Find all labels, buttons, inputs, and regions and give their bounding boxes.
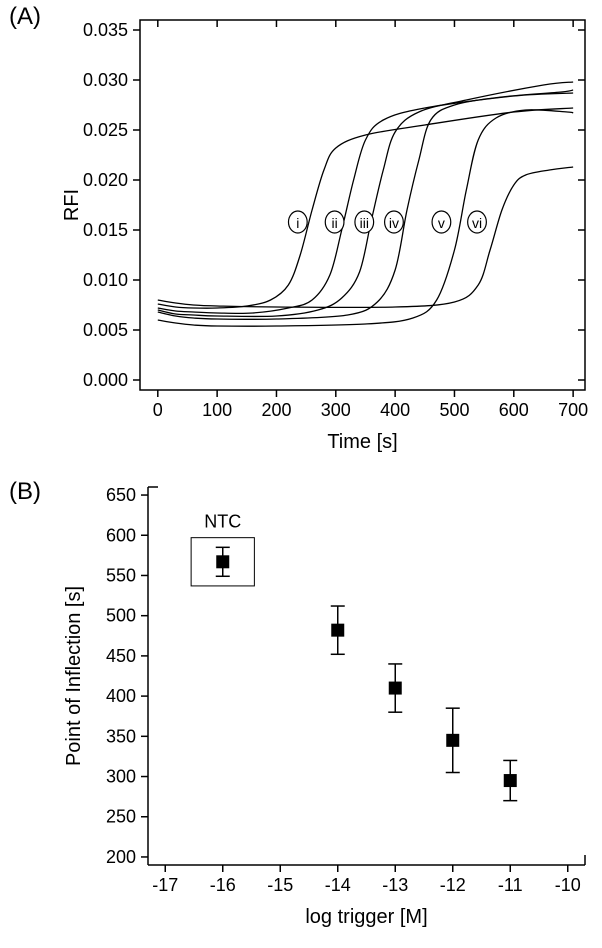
svg-text:-12: -12 bbox=[440, 875, 466, 895]
svg-text:-13: -13 bbox=[382, 875, 408, 895]
svg-text:iii: iii bbox=[360, 215, 369, 231]
chart-a: 0 100 200 300 400 500 600 700 0.000 0.005 0.010 0.0… bbox=[60, 0, 600, 470]
svg-text:200: 200 bbox=[106, 847, 136, 867]
svg-text:200: 200 bbox=[261, 400, 291, 420]
svg-text:Time [s]: Time [s] bbox=[327, 431, 397, 453]
svg-text:0.010: 0.010 bbox=[83, 270, 128, 290]
svg-text:350: 350 bbox=[106, 726, 136, 746]
svg-text:400: 400 bbox=[380, 400, 410, 420]
svg-text:-14: -14 bbox=[325, 875, 351, 895]
svg-text:0: 0 bbox=[153, 400, 163, 420]
svg-text:300: 300 bbox=[106, 767, 136, 787]
svg-text:log trigger [M]: log trigger [M] bbox=[305, 906, 427, 928]
svg-text:650: 650 bbox=[106, 485, 136, 505]
svg-text:0.015: 0.015 bbox=[83, 220, 128, 240]
panel-b: -17 -16 -15 -14 -13 -12 -11 -10 200 250 300 350 400 4… bbox=[60, 475, 600, 945]
panel-a: 0 100 200 300 400 500 600 700 0.000 0.005 0.010 0.0… bbox=[60, 0, 600, 470]
svg-text:-17: -17 bbox=[152, 875, 178, 895]
svg-text:550: 550 bbox=[106, 565, 136, 585]
svg-text:-16: -16 bbox=[210, 875, 236, 895]
svg-text:0.035: 0.035 bbox=[83, 20, 128, 40]
svg-text:iv: iv bbox=[389, 215, 399, 231]
svg-text:Point of Inflection [s]: Point of Inflection [s] bbox=[63, 586, 85, 766]
svg-text:100: 100 bbox=[202, 400, 232, 420]
svg-text:400: 400 bbox=[106, 686, 136, 706]
svg-text:450: 450 bbox=[106, 646, 136, 666]
svg-text:0.000: 0.000 bbox=[83, 370, 128, 390]
svg-text:0.030: 0.030 bbox=[83, 70, 128, 90]
svg-text:i: i bbox=[296, 215, 299, 231]
svg-text:250: 250 bbox=[106, 807, 136, 827]
panel-a-label: (A) bbox=[9, 3, 41, 31]
svg-text:300: 300 bbox=[321, 400, 351, 420]
panel-b-label: (B) bbox=[9, 478, 41, 506]
svg-text:-15: -15 bbox=[267, 875, 293, 895]
svg-text:ii: ii bbox=[331, 215, 337, 231]
svg-text:0.005: 0.005 bbox=[83, 320, 128, 340]
svg-text:0.025: 0.025 bbox=[83, 120, 128, 140]
svg-text:NTC: NTC bbox=[204, 512, 241, 532]
chart-b: -17 -16 -15 -14 -13 -12 -11 -10 200 250 300 350 400 4… bbox=[60, 475, 600, 945]
svg-text:v: v bbox=[438, 215, 445, 231]
svg-text:vi: vi bbox=[472, 215, 482, 231]
svg-text:700: 700 bbox=[558, 400, 588, 420]
svg-text:-10: -10 bbox=[555, 875, 581, 895]
svg-text:600: 600 bbox=[106, 525, 136, 545]
svg-text:500: 500 bbox=[439, 400, 469, 420]
svg-text:500: 500 bbox=[106, 606, 136, 626]
figure: (A) 0 100 200 300 400 500 600 700 0.000 0.005 0.01… bbox=[0, 0, 602, 948]
svg-text:600: 600 bbox=[499, 400, 529, 420]
svg-text:-11: -11 bbox=[498, 875, 523, 895]
svg-text:RFI: RFI bbox=[61, 189, 83, 221]
svg-text:0.020: 0.020 bbox=[83, 170, 128, 190]
